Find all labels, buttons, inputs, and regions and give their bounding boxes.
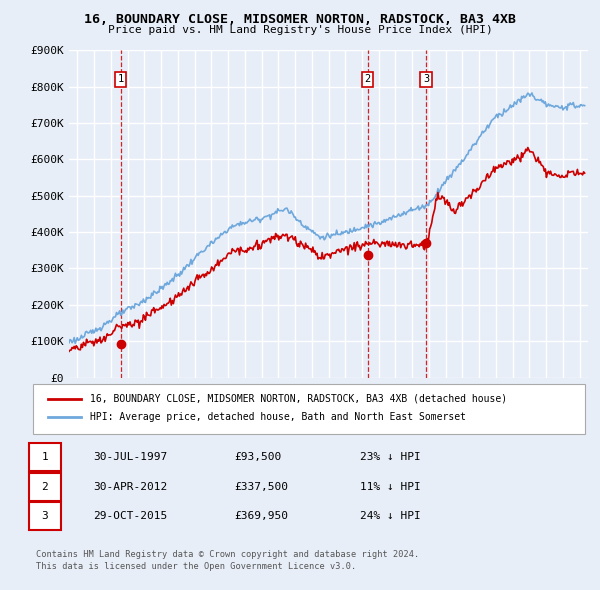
Text: £337,500: £337,500 <box>234 482 288 491</box>
Text: 11% ↓ HPI: 11% ↓ HPI <box>360 482 421 491</box>
Text: 16, BOUNDARY CLOSE, MIDSOMER NORTON, RADSTOCK, BA3 4XB (detached house): 16, BOUNDARY CLOSE, MIDSOMER NORTON, RAD… <box>90 394 507 404</box>
Text: 2: 2 <box>364 74 371 84</box>
Text: This data is licensed under the Open Government Licence v3.0.: This data is licensed under the Open Gov… <box>36 562 356 571</box>
Text: 29-OCT-2015: 29-OCT-2015 <box>93 512 167 521</box>
Text: 30-JUL-1997: 30-JUL-1997 <box>93 453 167 462</box>
Text: Price paid vs. HM Land Registry's House Price Index (HPI): Price paid vs. HM Land Registry's House … <box>107 25 493 35</box>
Text: 1: 1 <box>118 74 124 84</box>
Text: 16, BOUNDARY CLOSE, MIDSOMER NORTON, RADSTOCK, BA3 4XB: 16, BOUNDARY CLOSE, MIDSOMER NORTON, RAD… <box>84 13 516 26</box>
Text: 1: 1 <box>41 453 49 462</box>
Text: 3: 3 <box>423 74 429 84</box>
Text: 24% ↓ HPI: 24% ↓ HPI <box>360 512 421 521</box>
Text: 23% ↓ HPI: 23% ↓ HPI <box>360 453 421 462</box>
Text: 3: 3 <box>41 512 49 521</box>
Text: 2: 2 <box>41 482 49 491</box>
Text: £93,500: £93,500 <box>234 453 281 462</box>
Text: 30-APR-2012: 30-APR-2012 <box>93 482 167 491</box>
Text: £369,950: £369,950 <box>234 512 288 521</box>
Text: HPI: Average price, detached house, Bath and North East Somerset: HPI: Average price, detached house, Bath… <box>90 412 466 422</box>
Text: Contains HM Land Registry data © Crown copyright and database right 2024.: Contains HM Land Registry data © Crown c… <box>36 550 419 559</box>
